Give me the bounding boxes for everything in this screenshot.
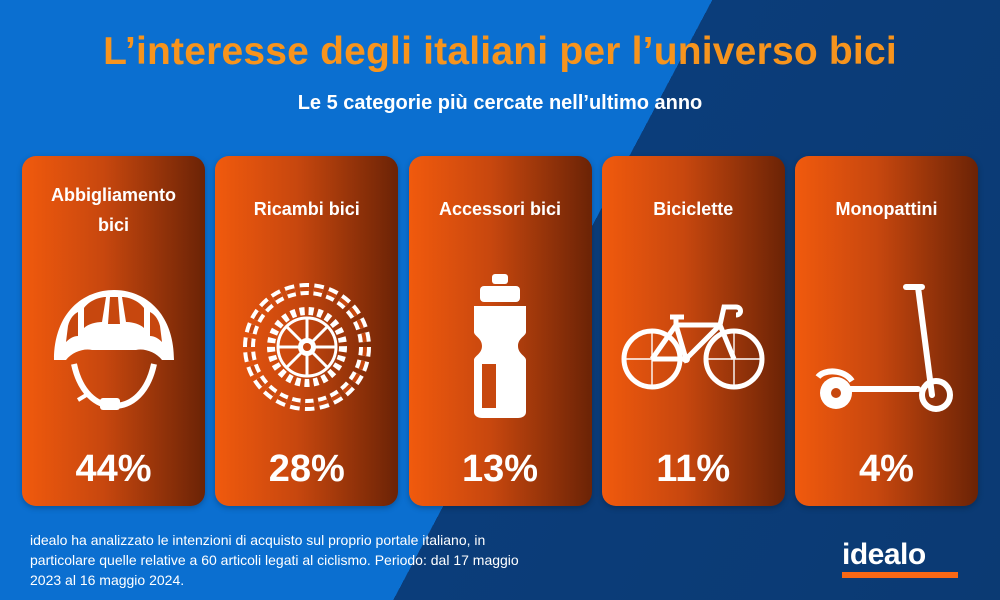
card-label-line2: bici bbox=[97, 215, 129, 235]
card-label: Accessori bici bbox=[438, 199, 562, 219]
water-bottle-icon bbox=[425, 272, 576, 422]
idealo-logo: idealo bbox=[842, 540, 960, 578]
helmet-icon bbox=[38, 272, 189, 422]
card-label: Monopattini bbox=[835, 199, 938, 219]
page-subtitle: Le 5 categorie più cercate nell’ultimo a… bbox=[297, 92, 703, 114]
footnote: idealo ha analizzato le intenzioni di ac… bbox=[30, 532, 519, 588]
category-card-monopattini: Monopattini 4% bbox=[795, 156, 978, 506]
category-card-biciclette: Biciclette bbox=[601, 156, 785, 506]
card-value: 28% bbox=[268, 448, 345, 490]
card-label: Ricambi bici bbox=[253, 199, 360, 219]
scooter-icon bbox=[811, 272, 962, 422]
card-label: Abbigliamento bici bbox=[28, 180, 199, 240]
card-value: 11% bbox=[656, 448, 731, 490]
chain-gear-icon bbox=[231, 272, 382, 422]
page-title: L’interesse degli italiani per l’univers… bbox=[103, 30, 897, 73]
bicycle-icon bbox=[618, 272, 769, 422]
category-cards: Abbigliamento bici 44% Ricambi bici bbox=[22, 156, 978, 506]
card-label: Biciclette bbox=[653, 199, 734, 219]
logo-underline bbox=[842, 572, 958, 578]
category-card-ricambi: Ricambi bici 28% bbox=[215, 156, 399, 506]
card-value: 4% bbox=[859, 448, 914, 490]
category-card-accessori: Accessori bici 13% bbox=[408, 156, 592, 506]
card-label-line1: Abbigliamento bbox=[51, 185, 176, 205]
card-value: 44% bbox=[75, 448, 152, 490]
logo-text: idealo bbox=[842, 538, 926, 571]
card-value: 13% bbox=[461, 448, 539, 490]
category-card-abbigliamento: Abbigliamento bici 44% bbox=[22, 156, 205, 506]
